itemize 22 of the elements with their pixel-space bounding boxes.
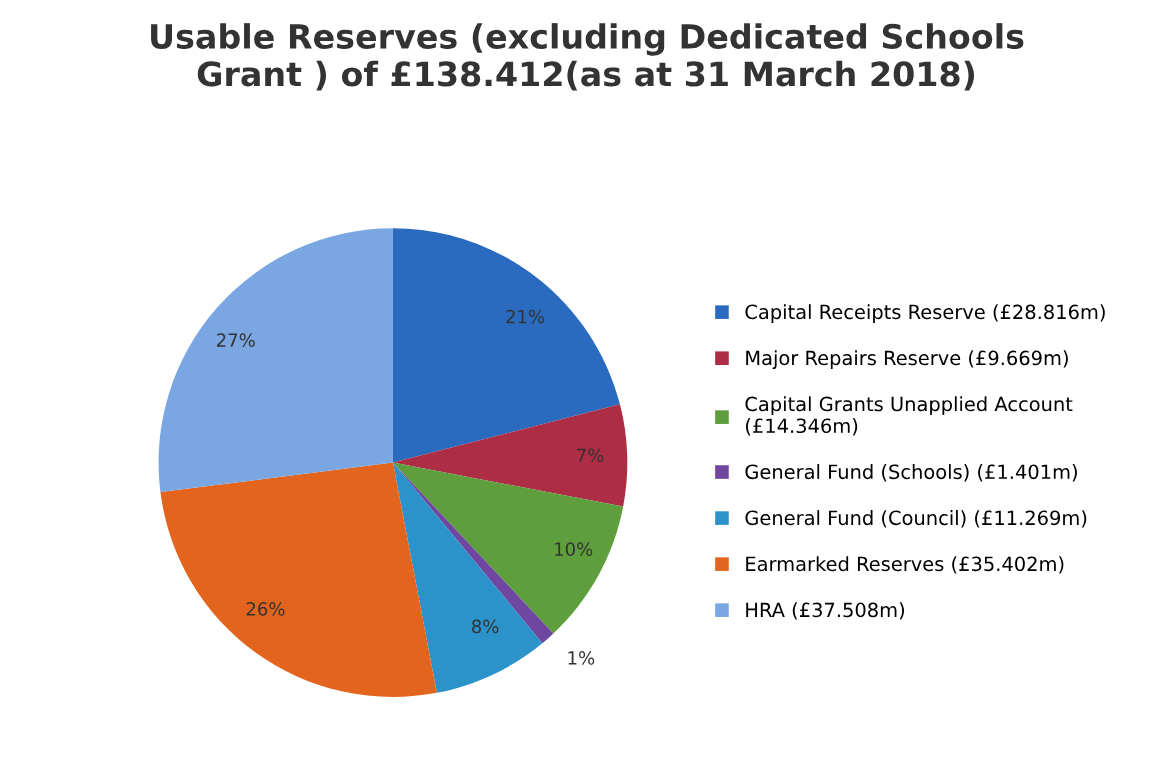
legend-label: General Fund (Schools) (£1.401m) xyxy=(745,464,1077,482)
legend-label: Major Repairs Reserve (£9.669m) xyxy=(746,350,1068,370)
data-label: 10% xyxy=(555,542,593,556)
pie-slice xyxy=(392,462,543,693)
pie-slice xyxy=(392,462,624,634)
legend-label: Earmarked Reserves (£35.402m) xyxy=(746,556,1064,574)
legend-label: HRA (£37.508m) xyxy=(746,602,905,620)
data-label: 26% xyxy=(246,602,285,616)
pie-slice xyxy=(392,462,554,644)
legend-label: Capital Receipts Reserve (£28.816m) xyxy=(745,304,1105,323)
data-label: 7% xyxy=(577,448,604,463)
data-label: 21% xyxy=(506,309,545,324)
data-label: 1% xyxy=(568,651,595,665)
pie-slice xyxy=(392,228,620,463)
pie-slice xyxy=(392,404,628,507)
chart-title: Usable Reserves (excluding Dedicated Schools Grant ) of £138.412(as at 31 March 2018) xyxy=(151,23,1024,91)
pie-slice xyxy=(160,462,437,697)
legend-label: Capital Grants Unapplied Account (£14.346m) xyxy=(745,396,1073,436)
pie-slice xyxy=(158,228,393,492)
legend-label: General Fund (Council) (£11.269m) xyxy=(745,510,1087,528)
data-label: 8% xyxy=(472,619,499,634)
data-label: 27% xyxy=(217,333,255,347)
